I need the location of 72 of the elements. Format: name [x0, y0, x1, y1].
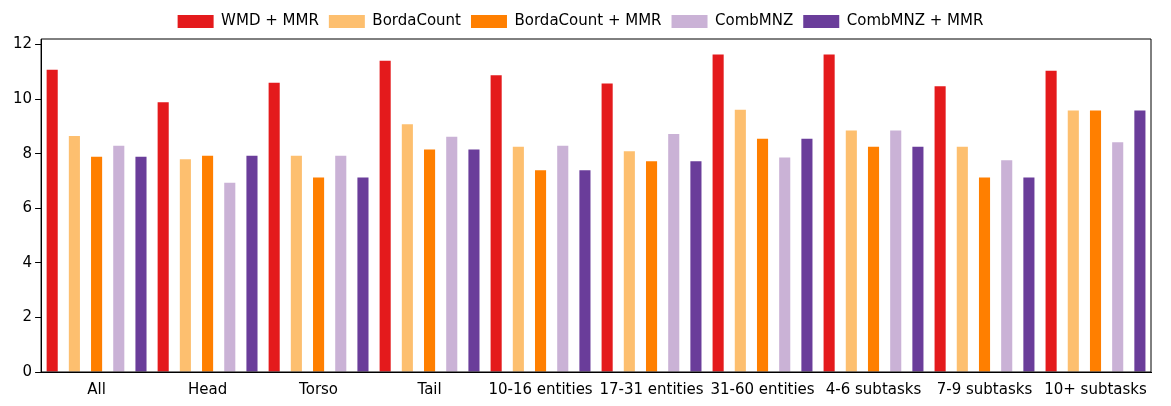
legend-label: CombMNZ — [715, 11, 794, 30]
legend-label: CombMNZ + MMR — [846, 11, 984, 30]
bar — [867, 146, 880, 372]
bar — [1134, 110, 1146, 372]
bar — [668, 133, 680, 372]
x-tick-label: All — [87, 379, 106, 398]
bar — [934, 86, 946, 372]
bar — [246, 155, 258, 372]
bar — [91, 156, 103, 372]
y-tick-label: 10 — [12, 88, 33, 107]
bar — [557, 145, 569, 372]
bar — [623, 151, 635, 372]
x-tick-label: 10+ subtasks — [1044, 379, 1148, 398]
legend-label: BordaCount — [372, 11, 462, 30]
bar — [313, 177, 325, 372]
bar — [1112, 142, 1124, 372]
bar — [956, 146, 968, 372]
y-tick-label: 0 — [22, 361, 33, 380]
bar — [1089, 110, 1102, 372]
bar — [113, 145, 125, 372]
bar — [801, 138, 813, 372]
y-tick-label: 12 — [12, 34, 33, 53]
bar — [756, 138, 769, 372]
bar — [978, 177, 991, 372]
bar — [135, 156, 147, 372]
bar — [1001, 160, 1013, 372]
legend-label: BordaCount + MMR — [514, 11, 662, 30]
x-tick-label: 17-31 entities — [599, 379, 704, 398]
legend-label: WMD + MMR — [221, 11, 319, 30]
bar — [468, 149, 480, 372]
x-tick-label: 10-16 entities — [488, 379, 593, 398]
y-tick-label: 8 — [22, 143, 33, 162]
bar — [645, 161, 658, 372]
bar — [424, 149, 436, 372]
bar — [712, 54, 724, 372]
bar — [845, 130, 857, 372]
x-tick-label: 7-9 subtasks — [936, 379, 1033, 398]
bar — [68, 135, 80, 372]
bar — [512, 146, 524, 372]
bar — [1023, 177, 1035, 372]
bar — [823, 54, 835, 372]
x-tick-label: 4-6 subtasks — [825, 379, 922, 398]
y-tick-label: 4 — [22, 252, 33, 271]
bar — [335, 155, 347, 372]
bar — [490, 75, 502, 372]
bar — [268, 82, 280, 372]
bar — [1067, 110, 1079, 372]
bar — [579, 170, 591, 372]
bar — [779, 157, 791, 372]
x-tick-label: Head — [187, 379, 228, 398]
y-tick-label: 6 — [22, 198, 33, 217]
bar — [202, 155, 214, 372]
bar — [179, 159, 191, 372]
bar — [890, 130, 902, 372]
bar — [290, 155, 302, 372]
bar — [734, 109, 746, 372]
bar — [446, 136, 458, 372]
bar — [157, 102, 169, 372]
bar — [535, 170, 547, 372]
bar — [1045, 70, 1057, 372]
y-tick-label: 2 — [22, 307, 33, 326]
x-tick-label: Tail — [416, 379, 442, 398]
bar — [912, 146, 924, 372]
bar — [401, 124, 413, 372]
x-tick-label: Torso — [298, 379, 339, 398]
bar — [601, 83, 613, 372]
bar — [46, 69, 58, 372]
bar — [224, 182, 236, 372]
bar — [379, 60, 391, 372]
bar — [357, 177, 369, 372]
x-tick-label: 31-60 entities — [710, 379, 815, 398]
bar — [690, 161, 702, 372]
